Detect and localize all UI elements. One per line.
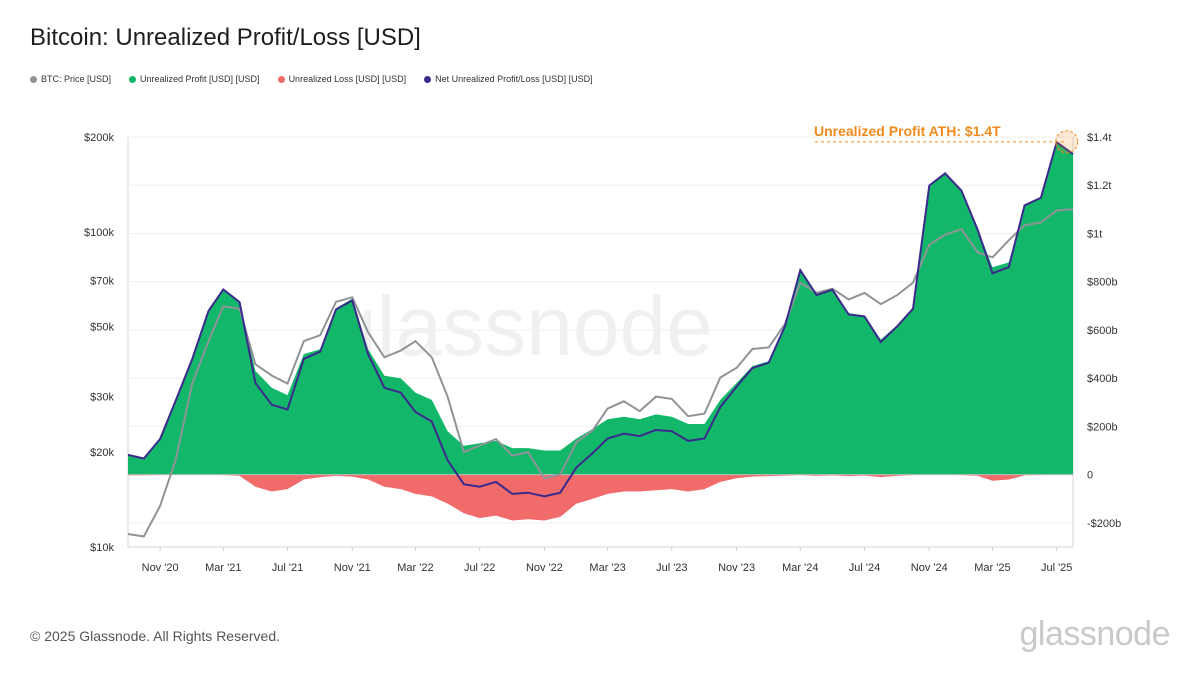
btc-price-line [127,208,1074,538]
watermark-text: glassnode [330,279,713,373]
left-tick-label: $30k [90,392,114,404]
legend-label: Unrealized Profit [USD] [USD] [140,74,260,84]
legend-item[interactable]: Unrealized Loss [USD] [USD] [277,74,407,84]
x-tick-label: Nov '24 [911,562,948,574]
right-tick-label: $1.4t [1087,132,1111,144]
right-tick-label: $200b [1087,421,1118,433]
net-unrealized-line [127,140,1074,498]
legend-item[interactable]: Unrealized Profit [USD] [USD] [129,74,260,84]
x-tick-label: Nov '21 [334,562,371,574]
x-tick-label: Mar '22 [397,562,433,574]
right-tick-label: 0 [1087,470,1093,482]
page-title: Bitcoin: Unrealized Profit/Loss [USD] [30,24,421,51]
right-tick-label: $600b [1087,325,1118,337]
left-tick-label: $100k [84,227,114,239]
right-tick-label: $400b [1087,373,1118,385]
left-tick-label: $70k [90,276,114,288]
ath-annotation-label: Unrealized Profit ATH: $1.4T [814,123,1001,139]
legend-item[interactable]: Net Unrealized Profit/Loss [USD] [USD] [424,74,593,84]
legend-dot-icon [129,75,137,83]
right-tick-label: $1.2t [1087,180,1111,192]
legend-item[interactable]: BTC: Price [USD] [30,74,111,84]
x-tick-label: Mar '25 [974,562,1010,574]
unrealized-profit-area [128,141,1073,475]
left-tick-label: $10k [90,542,114,554]
x-tick-label: Mar '21 [205,562,241,574]
legend-label: BTC: Price [USD] [41,74,112,84]
right-tick-label: -$200b [1087,518,1121,530]
left-tick-label: $50k [90,322,114,334]
x-tick-label: Jul '21 [272,562,303,574]
copyright-text: © 2025 Glassnode. All Rights Reserved. [30,628,281,644]
unrealized-loss-area [128,474,1073,521]
legend-dot-icon [277,75,285,83]
left-tick-label: $20k [90,447,114,459]
legend-dot-icon [424,75,432,83]
ath-marker [1055,130,1079,154]
x-tick-label: Jul '23 [656,562,687,574]
legend-label: Unrealized Loss [USD] [USD] [288,74,407,84]
brand-logo: glassnode [1019,615,1170,653]
x-tick-label: Jul '25 [1041,562,1072,574]
x-tick-label: Jul '24 [849,562,880,574]
legend-dot-icon [30,75,37,83]
x-tick-label: Nov '22 [526,562,563,574]
x-tick-label: Nov '20 [142,562,179,574]
chart-legend: BTC: Price [USD] Unrealized Profit [USD] … [30,74,611,84]
right-tick-label: $1t [1087,228,1102,240]
left-tick-label: $200k [84,132,114,144]
x-tick-label: Jul '22 [464,562,495,574]
x-tick-label: Mar '23 [589,562,625,574]
right-tick-label: $800b [1087,277,1118,289]
x-tick-label: Mar '24 [782,562,818,574]
x-tick-label: Nov '23 [718,562,755,574]
legend-label: Net Unrealized Profit/Loss [USD] [USD] [435,74,593,84]
